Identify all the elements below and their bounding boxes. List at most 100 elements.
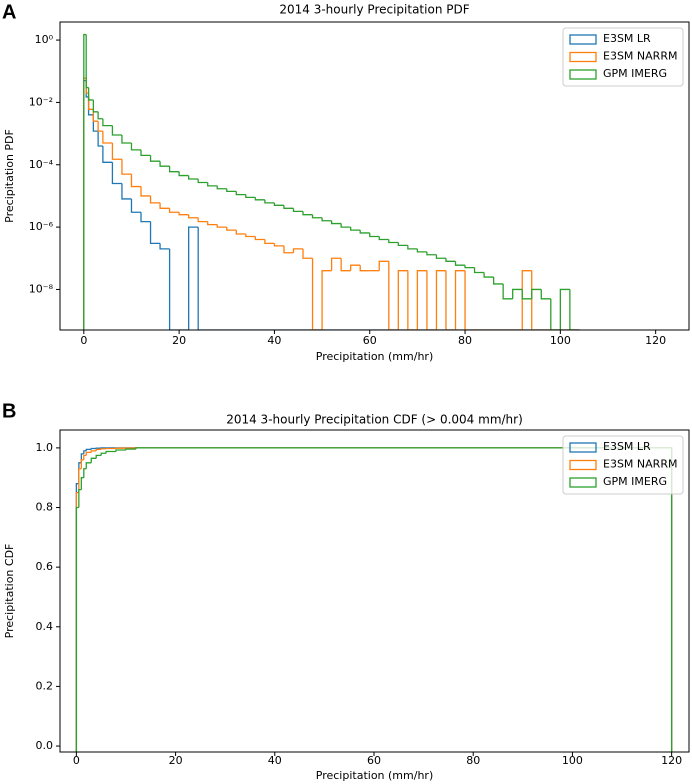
- y-tick-label: 0.0: [36, 739, 54, 752]
- x-axis-label: Precipitation (mm/hr): [316, 769, 433, 782]
- histogram-step: [559, 288, 570, 330]
- histogram-step: [521, 270, 532, 330]
- legend-label: E3SM LR: [603, 440, 651, 453]
- histogram-step: [97, 121, 103, 132]
- panel-label: B: [2, 400, 16, 422]
- x-tick-label: 60: [363, 334, 377, 347]
- histogram-step: [90, 450, 97, 453]
- histogram-step: [90, 457, 97, 463]
- histogram-step: [149, 221, 161, 245]
- histogram-step: [168, 248, 180, 330]
- histogram-step: [83, 454, 87, 460]
- histogram-step: [321, 270, 332, 330]
- histogram-step: [92, 114, 99, 132]
- histogram-step: [121, 159, 132, 175]
- legend-swatch: [569, 459, 597, 471]
- histogram-step: [97, 111, 103, 120]
- histogram-step: [483, 272, 494, 278]
- histogram-step: [95, 454, 102, 459]
- legend-box: [562, 435, 684, 495]
- histogram-step: [445, 258, 456, 262]
- histogram-step: [245, 194, 256, 199]
- histogram-step: [407, 245, 418, 250]
- histogram-step: [102, 131, 113, 144]
- y-tick-label: 10⁻⁴: [29, 158, 54, 171]
- histogram-step: [550, 298, 561, 330]
- histogram-step: [416, 248, 427, 253]
- histogram-step: [90, 447, 97, 450]
- histogram-step: [140, 186, 151, 197]
- histogram-step: [330, 257, 342, 271]
- histogram-step: [85, 462, 92, 469]
- legend-swatch: [569, 34, 597, 45]
- histogram-step: [159, 202, 170, 209]
- histogram-step: [92, 99, 99, 113]
- histogram-step: [197, 178, 208, 184]
- histogram-step: [130, 198, 142, 213]
- histogram-step: [311, 258, 323, 330]
- histogram-step: [100, 448, 107, 450]
- histogram-step: [121, 183, 132, 200]
- x-tick-label: 120: [661, 754, 682, 767]
- histogram-step: [254, 197, 265, 201]
- histogram-step: [78, 488, 82, 508]
- histogram-step: [435, 254, 446, 259]
- histogram-step: [85, 448, 92, 451]
- histogram-step: [135, 447, 673, 752]
- histogram-step: [80, 477, 84, 490]
- y-tick-label: 1.0: [36, 441, 54, 454]
- histogram-step: [426, 270, 437, 330]
- histogram-step: [159, 243, 170, 250]
- histogram-step: [540, 289, 551, 300]
- histogram-step: [95, 448, 102, 451]
- plot-frame: [59, 429, 690, 753]
- plot-frame: [59, 21, 690, 331]
- histogram-step: [378, 260, 389, 271]
- y-tick-label: 10⁻⁶: [29, 220, 54, 233]
- histogram-step: [140, 149, 151, 157]
- histogram-step: [359, 230, 370, 234]
- x-tick-label: 60: [367, 754, 381, 767]
- histogram-step: [283, 205, 294, 209]
- histogram-step: [102, 118, 113, 127]
- y-tick-label: 10⁻⁸: [29, 282, 54, 295]
- histogram-step: [115, 449, 126, 452]
- histogram-step: [226, 188, 237, 193]
- y-tick-label: 10⁰: [35, 33, 54, 46]
- histogram-step: [302, 211, 313, 216]
- histogram-step: [87, 93, 94, 110]
- x-tick-label: 40: [267, 334, 281, 347]
- histogram-step: [85, 34, 89, 89]
- histogram-step: [273, 202, 284, 206]
- histogram-step: [388, 239, 399, 244]
- histogram-step: [426, 251, 437, 256]
- histogram-step: [80, 459, 84, 469]
- histogram-step: [245, 234, 256, 238]
- x-tick-label: 40: [268, 754, 282, 767]
- histogram-step: [445, 270, 456, 330]
- histogram-step: [83, 468, 87, 478]
- panel-label: A: [2, 1, 16, 23]
- legend-label: E3SM NARRM: [603, 458, 677, 471]
- histogram-step: [302, 248, 313, 259]
- histogram-step: [235, 191, 246, 196]
- x-axis-label: Precipitation (mm/hr): [316, 350, 433, 363]
- histogram-step: [121, 135, 132, 144]
- histogram-step: [378, 236, 389, 241]
- histogram-step: [492, 277, 504, 285]
- y-tick-label: 0.8: [36, 501, 54, 514]
- histogram-step: [397, 242, 408, 246]
- x-tick-label: 0: [73, 754, 80, 767]
- histogram-step: [369, 232, 380, 238]
- x-tick-label: 20: [169, 754, 183, 767]
- histogram-step: [569, 289, 580, 330]
- chart-title: 2014 3-hourly Precipitation CDF (> 0.004…: [226, 413, 523, 427]
- histogram-step: [130, 174, 142, 188]
- y-tick-label: 0.4: [36, 620, 54, 633]
- histogram-step: [464, 265, 475, 269]
- histogram-step: [159, 161, 170, 167]
- histogram-step: [454, 270, 466, 330]
- legend-label: GPM IMERG: [603, 475, 667, 488]
- histogram-step: [359, 265, 370, 272]
